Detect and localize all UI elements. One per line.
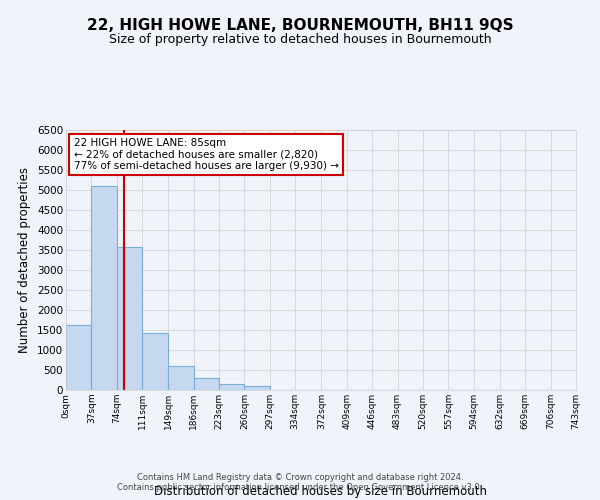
Bar	[117, 247, 142, 390]
Text: 22, HIGH HOWE LANE, BOURNEMOUTH, BH11 9QS: 22, HIGH HOWE LANE, BOURNEMOUTH, BH11 9Q…	[86, 18, 514, 32]
Text: Contains public sector information licensed under the Open Government Licence v3: Contains public sector information licen…	[118, 484, 482, 492]
Bar	[194, 378, 219, 390]
Y-axis label: Number of detached properties: Number of detached properties	[19, 167, 31, 353]
Text: Contains HM Land Registry data © Crown copyright and database right 2024.: Contains HM Land Registry data © Crown c…	[137, 474, 463, 482]
Bar	[142, 333, 168, 390]
Bar	[244, 386, 270, 390]
Bar	[168, 366, 194, 390]
Text: 22 HIGH HOWE LANE: 85sqm
← 22% of detached houses are smaller (2,820)
77% of sem: 22 HIGH HOWE LANE: 85sqm ← 22% of detach…	[74, 138, 338, 171]
Bar	[219, 384, 244, 390]
Bar	[91, 186, 117, 390]
Text: Size of property relative to detached houses in Bournemouth: Size of property relative to detached ho…	[109, 32, 491, 46]
Bar	[66, 325, 91, 390]
X-axis label: Distribution of detached houses by size in Bournemouth: Distribution of detached houses by size …	[155, 484, 487, 498]
